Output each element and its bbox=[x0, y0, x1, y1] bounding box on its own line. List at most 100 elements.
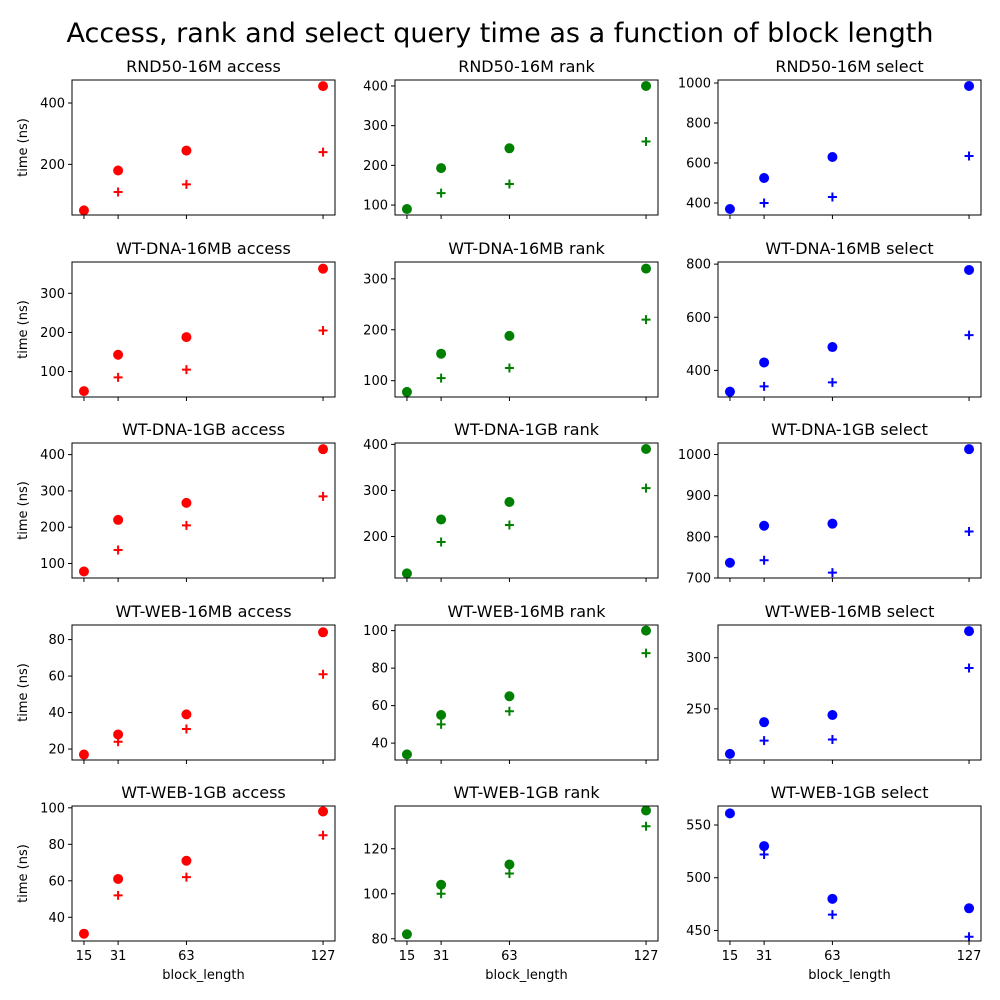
subplot-title: WT-DNA-1GB access bbox=[122, 420, 285, 439]
data-point-plus bbox=[113, 890, 123, 900]
data-point-plus bbox=[181, 724, 191, 734]
data-point-plus bbox=[504, 520, 514, 530]
data-point-circle bbox=[641, 805, 652, 816]
data-point-plus bbox=[504, 179, 514, 189]
subplot: RND50-16M select 400 600 800 1000 bbox=[678, 57, 982, 219]
axes-frame bbox=[394, 624, 659, 761]
data-point-circle bbox=[759, 173, 770, 183]
data-point-plus bbox=[759, 850, 769, 860]
data-point-plus bbox=[436, 373, 446, 383]
y-tick-label: 40 bbox=[371, 737, 388, 752]
axes-frame bbox=[717, 805, 982, 942]
data-point-plus bbox=[436, 537, 446, 547]
data-point-plus bbox=[113, 545, 123, 555]
y-tick-label: 300 bbox=[363, 119, 388, 134]
data-point-circle bbox=[964, 903, 975, 914]
y-tick-label: 100 bbox=[363, 887, 388, 902]
subplot: WT-DNA-1GB rank 200 300 400 bbox=[363, 420, 659, 582]
data-point-plus bbox=[181, 520, 191, 530]
data-point-plus bbox=[318, 830, 328, 840]
x-tick-label: 31 bbox=[110, 949, 127, 964]
data-point-circle bbox=[113, 165, 124, 176]
data-point-circle bbox=[641, 263, 652, 274]
data-point-circle bbox=[181, 497, 192, 508]
data-point-plus bbox=[181, 365, 191, 375]
data-point-circle bbox=[504, 691, 515, 702]
data-point-plus bbox=[964, 526, 974, 536]
y-tick-label: 400 bbox=[40, 448, 65, 463]
data-point-circle bbox=[181, 855, 192, 866]
axes-frame bbox=[71, 805, 336, 942]
data-point-plus bbox=[436, 188, 446, 198]
data-point-plus bbox=[759, 198, 769, 208]
x-axis-label: block_length bbox=[808, 968, 890, 983]
data-point-plus bbox=[964, 932, 974, 942]
y-tick-label: 60 bbox=[48, 874, 65, 889]
y-axis-label: time (ns) bbox=[16, 481, 31, 540]
x-tick-label: 31 bbox=[433, 949, 450, 964]
y-tick-label: 550 bbox=[686, 818, 711, 833]
data-point-circle bbox=[318, 444, 329, 455]
subplot: WT-WEB-16MB select 250 300 bbox=[686, 602, 982, 764]
data-point-plus bbox=[79, 386, 89, 396]
data-point-circle bbox=[964, 81, 975, 91]
x-tick-label: 63 bbox=[501, 949, 518, 964]
x-tick-label: 127 bbox=[957, 949, 982, 964]
data-point-circle bbox=[964, 264, 975, 275]
y-tick-label: 20 bbox=[48, 743, 65, 758]
data-point-plus bbox=[402, 749, 412, 759]
data-point-plus bbox=[827, 735, 837, 745]
x-tick-label: 127 bbox=[311, 949, 336, 964]
data-point-plus bbox=[964, 151, 974, 161]
data-point-circle bbox=[759, 717, 770, 728]
data-point-plus bbox=[402, 387, 412, 397]
subplot: WT-WEB-16MB access 20 40 60 80 time (ns) bbox=[16, 602, 336, 764]
x-tick-label: 15 bbox=[399, 949, 416, 964]
subplot: WT-WEB-1GB select 450 500 550 15 31 63 127 block… bbox=[686, 783, 982, 983]
x-tick-label: 127 bbox=[634, 949, 659, 964]
data-point-plus bbox=[436, 719, 446, 729]
data-point-circle bbox=[318, 81, 329, 92]
data-point-circle bbox=[504, 330, 515, 341]
subplot-title: WT-DNA-1GB rank bbox=[454, 420, 600, 439]
axes-frame bbox=[717, 79, 982, 216]
y-tick-label: 120 bbox=[363, 842, 388, 857]
data-point-circle bbox=[436, 348, 447, 359]
data-point-plus bbox=[641, 137, 651, 147]
data-point-plus bbox=[318, 147, 328, 157]
data-point-plus bbox=[641, 483, 651, 493]
data-point-circle bbox=[436, 163, 447, 174]
y-tick-label: 100 bbox=[363, 624, 388, 639]
y-tick-label: 800 bbox=[686, 530, 711, 545]
axes-frame bbox=[394, 805, 659, 942]
y-tick-label: 200 bbox=[40, 158, 65, 173]
y-tick-label: 300 bbox=[363, 484, 388, 499]
data-point-plus bbox=[79, 750, 89, 760]
data-point-plus bbox=[725, 558, 735, 568]
data-point-plus bbox=[641, 821, 651, 831]
data-point-plus bbox=[725, 387, 735, 397]
data-point-circle bbox=[759, 841, 770, 852]
y-tick-label: 400 bbox=[363, 79, 388, 94]
data-point-circle bbox=[827, 342, 838, 353]
x-tick-label: 63 bbox=[824, 949, 841, 964]
y-tick-label: 400 bbox=[40, 97, 65, 112]
subplot: RND50-16M rank 100 200 300 400 bbox=[363, 57, 659, 219]
subplot-title: RND50-16M rank bbox=[458, 57, 595, 76]
y-tick-label: 80 bbox=[371, 662, 388, 677]
y-tick-label: 1000 bbox=[678, 77, 711, 92]
subplot: WT-WEB-1GB rank 80 100 120 15 31 63 127 block_le… bbox=[363, 783, 659, 983]
subplot: WT-WEB-1GB access 40 60 80 100 15 31 63 127 time … bbox=[16, 783, 336, 983]
data-point-circle bbox=[181, 332, 192, 343]
subplot: WT-DNA-16MB rank 100 200 300 bbox=[363, 239, 659, 401]
subplot-title: WT-WEB-16MB select bbox=[765, 602, 935, 621]
data-point-plus bbox=[964, 330, 974, 340]
y-tick-label: 800 bbox=[686, 117, 711, 132]
data-point-circle bbox=[641, 80, 652, 91]
data-point-plus bbox=[318, 669, 328, 679]
data-point-circle bbox=[504, 859, 515, 870]
data-point-plus bbox=[641, 648, 651, 658]
subplot-title: WT-WEB-1GB access bbox=[121, 783, 285, 802]
data-point-plus bbox=[725, 204, 735, 214]
